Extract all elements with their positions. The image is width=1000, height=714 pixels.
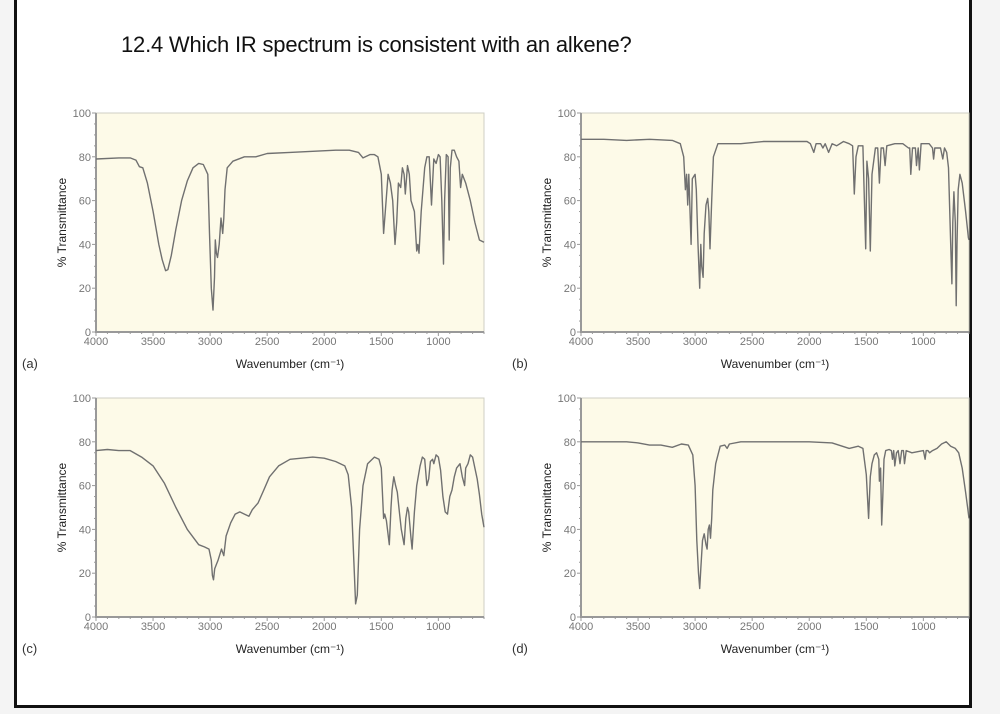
y-tick-label: 60	[564, 481, 576, 493]
y-tick-label: 80	[564, 437, 576, 449]
x-tick-label: 3000	[198, 336, 222, 348]
x-tick-label: 4000	[84, 621, 108, 633]
spectrum-b-chart: 0 20 40 60 80 100 4000 3500 3000 2500 2000 1500 1000…	[540, 108, 970, 371]
spectrum-panel-c: 0 20 40 60 80 100 4000 3500 3000 2500 2000 1500 1000…	[0, 380, 500, 665]
x-tick-label: 2500	[740, 621, 764, 633]
x-tick-label: 2000	[312, 621, 336, 633]
y-axis-title: % Transmittance	[540, 462, 554, 552]
x-tick-label: 4000	[569, 336, 593, 348]
x-tick-label: 3000	[683, 336, 707, 348]
x-tick-label: 3500	[141, 621, 165, 633]
x-tick-label: 3000	[198, 621, 222, 633]
panel-label-b: (b)	[512, 356, 528, 371]
spectrum-line	[581, 138, 970, 307]
spectrum-panel-d: 0 20 40 60 80 100 4000 3500 3000 2500 2000 1500 1000…	[485, 380, 985, 665]
spectrum-panel-a: 0 20 40 60 80 100 4000 3500 3000 2500 2000 1500 1000…	[0, 95, 500, 380]
x-tick-label: 1000	[426, 336, 450, 348]
y-axis-title: % Transmittance	[55, 177, 69, 267]
y-tick-label: 100	[73, 393, 91, 405]
y-tick-label: 60	[79, 196, 91, 208]
y-tick-label: 100	[558, 393, 576, 405]
x-tick-label: 1500	[854, 336, 878, 348]
y-tick-label: 40	[79, 524, 91, 536]
y-tick-label: 20	[79, 568, 91, 580]
y-tick-label: 20	[564, 568, 576, 580]
y-axis-title: % Transmittance	[540, 177, 554, 267]
y-tick-label: 0	[85, 612, 91, 624]
panel-label-c: (c)	[22, 641, 38, 656]
x-tick-label: 2000	[312, 336, 336, 348]
x-tick-label: 1000	[426, 621, 450, 633]
x-tick-label: 2500	[255, 336, 279, 348]
x-tick-label: 1000	[911, 336, 935, 348]
x-axis-title: Wavenumber (cm⁻¹)	[236, 642, 345, 656]
plot-area	[580, 112, 970, 333]
plot-area	[95, 112, 485, 333]
x-tick-label: 1500	[369, 621, 393, 633]
x-tick-label: 2500	[255, 621, 279, 633]
panel-label-a: (a)	[22, 356, 38, 371]
y-tick-label: 0	[570, 612, 576, 624]
y-tick-label: 100	[558, 108, 576, 120]
x-axis-title: Wavenumber (cm⁻¹)	[721, 357, 830, 371]
y-tick-label: 80	[564, 152, 576, 164]
x-tick-label: 3500	[626, 336, 650, 348]
spectrum-line	[581, 441, 970, 590]
plot-area	[95, 397, 485, 618]
x-tick-label: 2000	[797, 336, 821, 348]
y-tick-label: 20	[79, 283, 91, 295]
x-tick-label: 3000	[683, 621, 707, 633]
y-tick-label: 0	[570, 327, 576, 339]
y-tick-label: 100	[73, 108, 91, 120]
x-tick-label: 4000	[569, 621, 593, 633]
x-axis-title: Wavenumber (cm⁻¹)	[236, 357, 345, 371]
x-axis-title: Wavenumber (cm⁻¹)	[721, 642, 830, 656]
y-tick-label: 40	[564, 239, 576, 251]
y-tick-label: 20	[564, 283, 576, 295]
x-tick-label: 2000	[797, 621, 821, 633]
y-tick-label: 80	[79, 437, 91, 449]
x-tick-label: 1000	[911, 621, 935, 633]
plot-area	[580, 397, 970, 618]
x-tick-label: 2500	[740, 336, 764, 348]
y-tick-label: 60	[564, 196, 576, 208]
x-tick-label: 1500	[854, 621, 878, 633]
y-tick-label: 0	[85, 327, 91, 339]
x-tick-label: 4000	[84, 336, 108, 348]
y-tick-label: 60	[79, 481, 91, 493]
x-tick-label: 3500	[141, 336, 165, 348]
y-axis-title: % Transmittance	[55, 462, 69, 552]
spectrum-panel-b: 0 20 40 60 80 100 4000 3500 3000 2500 2000 1500 1000…	[485, 95, 985, 380]
panel-label-d: (d)	[512, 641, 528, 656]
y-tick-label: 80	[79, 152, 91, 164]
y-tick-label: 40	[79, 239, 91, 251]
spectrum-c-chart: 0 20 40 60 80 100 4000 3500 3000 2500 2000 1500 1000…	[55, 393, 485, 656]
y-tick-label: 40	[564, 524, 576, 536]
question-title: 12.4 Which IR spectrum is consistent wit…	[121, 32, 632, 57]
x-tick-label: 3500	[626, 621, 650, 633]
spectrum-d-chart: 0 20 40 60 80 100 4000 3500 3000 2500 2000 1500 1000…	[540, 393, 970, 656]
spectrum-a-chart: 0 20 40 60 80 100 4000 3500 3000 2500 2000 1500 1000…	[55, 108, 485, 371]
spectrum-line	[95, 448, 485, 605]
x-tick-label: 1500	[369, 336, 393, 348]
spectrum-line	[95, 149, 485, 311]
